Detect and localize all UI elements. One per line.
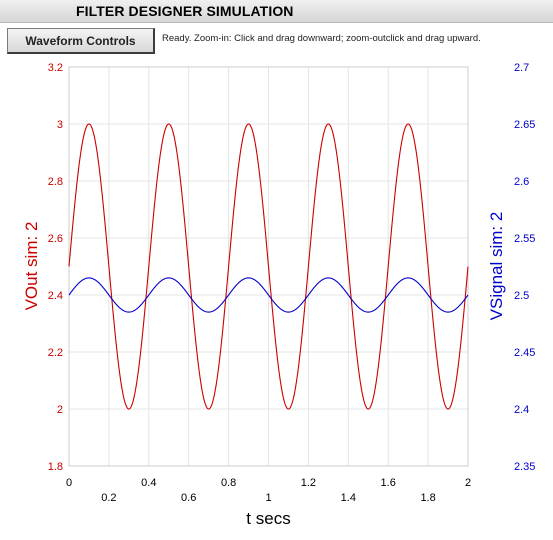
y-left-tick-label: 3 [57, 119, 63, 131]
title-bar: FILTER DESIGNER SIMULATION [0, 0, 553, 23]
x-tick-label: 1.6 [381, 477, 396, 489]
y-right-tick-label: 2.4 [514, 404, 529, 416]
app-title: FILTER DESIGNER SIMULATION [76, 3, 294, 19]
y-left-tick-label: 2.8 [48, 176, 63, 188]
x-tick-label: 1.8 [420, 492, 435, 504]
y-left-tick-label: 2 [57, 404, 63, 416]
y-left-tick-label: 1.8 [48, 461, 63, 473]
x-tick-label: 0.2 [101, 492, 116, 504]
y-left-tick-label: 2.2 [48, 347, 63, 359]
x-tick-label: 0 [66, 477, 72, 489]
series-line-vsignal [68, 277, 469, 313]
y-left-tick-label: 2.6 [48, 233, 63, 245]
waveform-controls-button[interactable]: Waveform Controls [7, 28, 155, 54]
y-right-tick-label: 2.35 [514, 461, 535, 473]
x-tick-label: 0.4 [141, 477, 156, 489]
y-right-tick-label: 2.7 [514, 62, 529, 74]
y-right-tick-label: 2.5 [514, 290, 529, 302]
x-tick-label: 1.2 [301, 477, 316, 489]
y-right-axis-label: VSignal sim: 2 [487, 212, 506, 321]
x-tick-label: 2 [465, 477, 471, 489]
y-left-tick-label: 2.4 [48, 290, 63, 302]
y-right-tick-label: 2.45 [514, 347, 535, 359]
x-tick-label: 0.8 [221, 477, 236, 489]
y-right-tick-label: 2.55 [514, 233, 535, 245]
status-text: Ready. Zoom-in: Click and drag downward;… [162, 33, 481, 44]
x-axis-label: t secs [246, 509, 290, 528]
y-right-tick-label: 2.6 [514, 176, 529, 188]
x-tick-label: 1.4 [341, 492, 356, 504]
x-tick-label: 1 [265, 492, 271, 504]
x-tick-label: 0.6 [181, 492, 196, 504]
y-left-axis-label: VOut sim: 2 [22, 222, 41, 311]
y-right-tick-label: 2.65 [514, 119, 535, 131]
series-line-vout [68, 123, 469, 410]
y-left-tick-label: 3.2 [48, 62, 63, 74]
